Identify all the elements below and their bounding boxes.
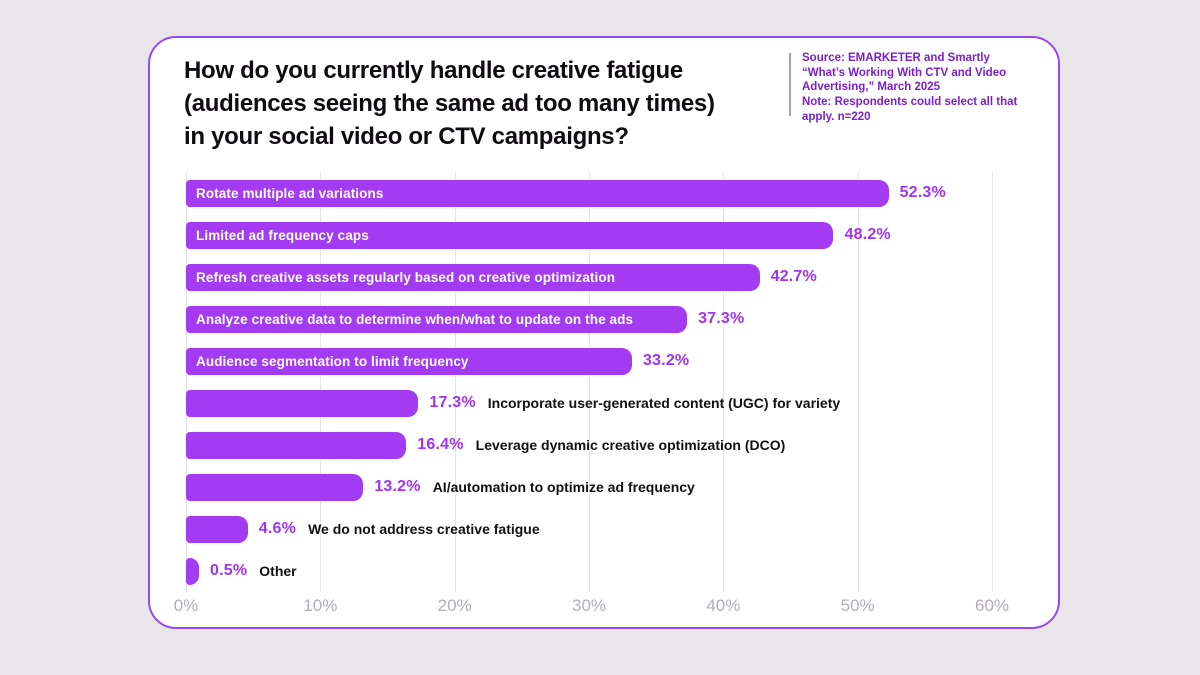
bar-row: 17.3% Incorporate user-generated content… [186,382,992,424]
gridline [589,172,590,592]
x-axis: 0% 10% 20% 30% 40% 50% 60% [174,596,1009,620]
bar: Rotate multiple ad variations [186,179,889,207]
header-divider [789,53,791,116]
bar-label: AI/automation to optimize ad frequency [432,479,695,495]
gridline [857,172,859,592]
bar-row: 16.4% Leverage dynamic creative optimiza… [186,424,992,466]
bar-value-label: 13.2% [374,478,421,495]
bar-value-label: 48.2% [844,226,891,243]
bar-row: Analyze creative data to determine when/… [186,298,992,340]
bar-value-label: 4.6% [258,520,297,537]
chart-title-line-2: (audiences seeing the same ad too many t… [184,90,715,117]
chart-title-line-1: How do you currently handle creative fat… [184,57,683,84]
bar [186,389,419,417]
bar-value-label: 0.5% [210,562,248,579]
bar: Limited ad frequency caps [186,221,834,249]
bar-row: Limited ad frequency caps 48.2% [186,214,992,256]
source-note-line-3: Advertising,” March 2025 [802,81,941,94]
bar-row: Refresh creative assets regularly based … [186,256,992,298]
x-axis-tick-label: 30% [571,596,607,615]
bar-label: Rotate multiple ad variations [196,185,384,201]
bar-row: Rotate multiple ad variations 52.3% [186,172,992,214]
bar [186,473,364,501]
bar-value-label: 16.4% [417,436,464,453]
bar-row: 0.5% Other [186,550,992,592]
bar-label: Analyze creative data to determine when/… [196,311,634,327]
gridline [723,172,725,592]
bar-label: Limited ad frequency caps [196,227,369,243]
x-axis-tick-label: 60% [974,596,1010,615]
bar-value-label: 52.3% [899,184,946,201]
bar: Refresh creative assets regularly based … [186,263,760,291]
bar-row: 4.6% We do not address creative fatigue [186,508,992,550]
source-note-line-1: Source: EMARKETER and Smartly [802,52,990,64]
bar-label: We do not address creative fatigue [308,521,540,537]
bar-chart: Rotate multiple ad variations 52.3% Limi… [174,172,1009,615]
source-note-line-5: apply. n=220 [802,110,871,123]
bar [186,557,199,585]
x-axis-tick-label: 50% [840,596,875,615]
x-axis-tick-label: 40% [706,596,741,615]
bar: Audience segmentation to limit frequency [186,347,632,375]
bar-row: Audience segmentation to limit frequency… [186,340,992,382]
bar-rows: Rotate multiple ad variations 52.3% Limi… [186,172,992,592]
gridline [454,172,456,592]
chart-title-line-3: in your social video or CTV campaigns? [184,123,629,150]
gridline [320,172,322,592]
bar-label: Incorporate user-generated content (UGC)… [487,395,841,411]
bar-label: Refresh creative assets regularly based … [196,269,616,285]
gridline [992,172,993,592]
source-note: Source: EMARKETER and Smartly “What’s Wo… [802,51,1042,125]
bar-value-label: 17.3% [429,394,476,411]
bar: Analyze creative data to determine when/… [186,305,688,333]
source-note-line-4: Note: Respondents could select all that [802,96,1018,109]
bar-label: Other [259,563,297,579]
bar [186,431,407,459]
source-note-line-2: “What’s Working With CTV and Video [802,66,1007,79]
gridline [186,172,187,592]
x-axis-tick-label: 20% [437,596,472,615]
bar [186,515,248,543]
chart-title: How do you currently handle creative fat… [184,54,715,153]
x-axis-tick-label: 0% [173,596,199,615]
x-axis-tick-label: 10% [303,596,338,615]
bar-label: Audience segmentation to limit frequency [196,353,469,369]
chart-card: How do you currently handle creative fat… [148,36,1060,629]
bar-value-label: 42.7% [770,268,817,285]
bar-value-label: 37.3% [698,310,745,327]
bar-label: Leverage dynamic creative optimization (… [475,437,786,453]
bar-row: 13.2% AI/automation to optimize ad frequ… [186,466,992,508]
bar-value-label: 33.2% [642,352,690,369]
